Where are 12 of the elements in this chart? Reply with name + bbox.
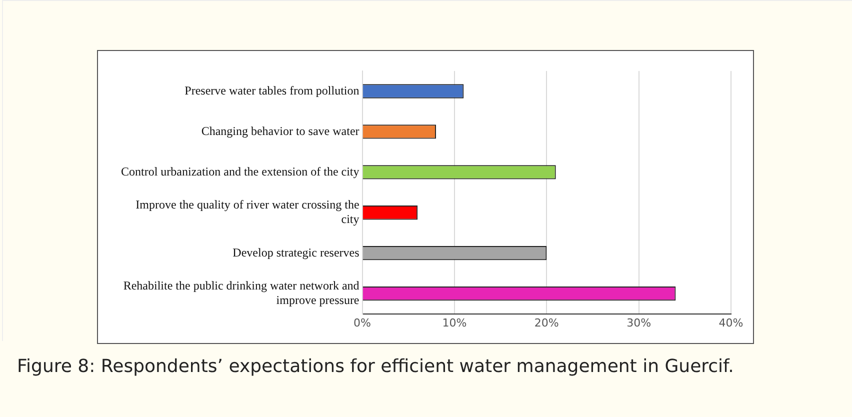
y-tick-label: Changing behavior to save water	[201, 124, 360, 138]
y-tick-label: Rehabilite the public drinking water network and improve pressure	[123, 278, 360, 307]
y-tick-label: Improve the quality of river water crossing the city	[136, 198, 360, 226]
y-tick-label: Control urbanization and the extension of the city	[120, 164, 360, 178]
y-tick-label: Preserve water tables from pollution	[184, 83, 360, 98]
x-tick-label: 20%	[534, 316, 559, 330]
x-tick-label: 10%	[442, 316, 467, 330]
y-tick-label: Develop strategic reserves	[232, 245, 360, 260]
x-tick-label: 40%	[718, 316, 744, 330]
caption: Figure 8: Respondents’ expectations for efficient water management in Guercif.	[17, 356, 734, 377]
x-tick-label: 30%	[626, 316, 652, 330]
x-tick-label: 0%	[354, 316, 371, 330]
